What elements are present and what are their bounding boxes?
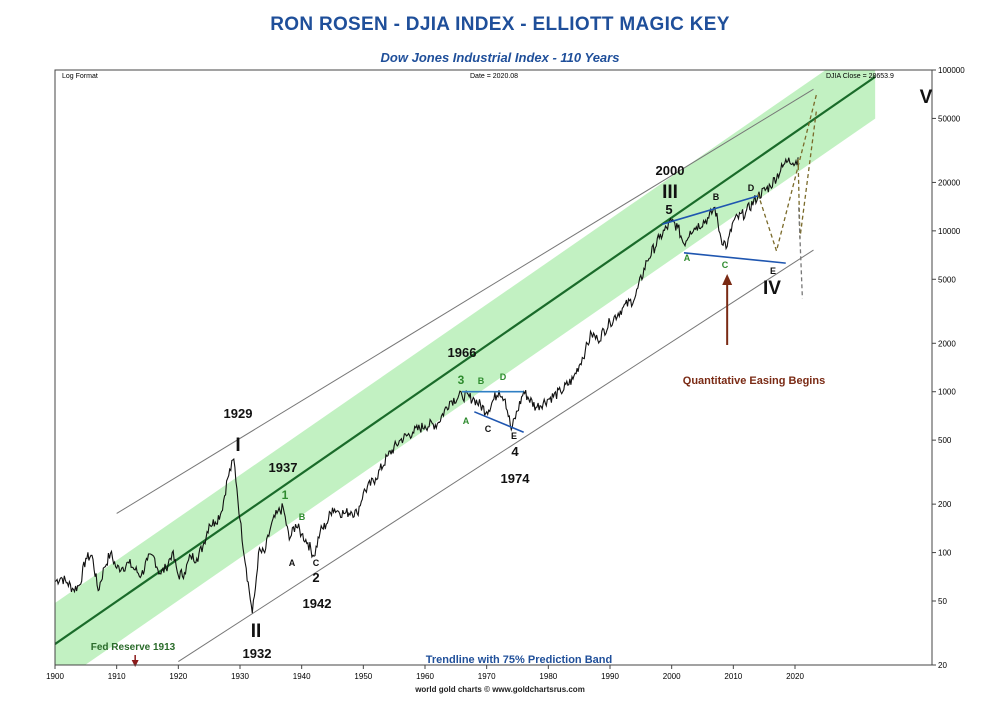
wave-d-1973: D [500, 372, 507, 382]
wave-connector-1 [474, 411, 524, 433]
wave-b-2007: B [713, 192, 720, 202]
wave-connector-2 [662, 195, 759, 225]
label-1942: 1942 [303, 596, 332, 611]
label-1932: 1932 [243, 646, 272, 661]
wave-2: 2 [312, 570, 319, 585]
y-tick-label-1000: 1000 [938, 388, 956, 397]
qe-label: Quantitative Easing Begins [683, 375, 825, 387]
header-center: Date = 2020.08 [470, 73, 518, 80]
wave-a-1938: A [289, 558, 296, 568]
x-tick-label-2020: 2020 [786, 672, 804, 681]
x-tick-label-2000: 2000 [663, 672, 681, 681]
y-tick-label-50: 50 [938, 597, 947, 606]
wave-4: 4 [511, 444, 519, 459]
wave-b-1969: B [478, 376, 485, 386]
wave-e-2016: E [770, 266, 776, 276]
wave-connector-3 [683, 252, 786, 264]
fed-label: Fed Reserve 1913 [91, 642, 176, 653]
chart-title: RON ROSEN - DJIA INDEX - ELLIOTT MAGIC K… [270, 14, 730, 35]
wave-III: III [662, 182, 678, 203]
x-tick-label-1990: 1990 [601, 672, 619, 681]
wave-e-1974: E [511, 431, 517, 441]
wave-c-1942: C [313, 558, 320, 568]
wave-IV: IV [763, 278, 781, 299]
y-tick-label-200: 200 [938, 500, 952, 509]
x-tick-label-1940: 1940 [293, 672, 311, 681]
projection-path-0 [757, 93, 818, 254]
x-tick-label-1970: 1970 [478, 672, 496, 681]
qe-arrow-head [722, 274, 733, 285]
y-tick-label-100: 100 [938, 549, 952, 558]
label-1966: 1966 [448, 345, 477, 360]
y-tick-label-100000: 100000 [938, 66, 965, 75]
x-tick-label-1920: 1920 [169, 672, 187, 681]
wave-a-2002: A [684, 253, 691, 263]
credit-label: world gold charts © www.goldchartsrus.co… [414, 685, 585, 694]
header-left: Log Format [62, 73, 98, 80]
x-tick-label-2010: 2010 [724, 672, 742, 681]
fed-arrow-head [131, 660, 139, 667]
y-tick-label-500: 500 [938, 436, 952, 445]
wave-I: I [235, 435, 240, 456]
wave-a-1968: A [463, 416, 470, 426]
chart-subtitle: Dow Jones Industrial Index - 110 Years [380, 50, 620, 65]
wave-c-1971: C [485, 424, 492, 434]
plot-frame [54, 69, 933, 666]
channel-line-1 [178, 249, 814, 663]
wave-3: 3 [458, 373, 465, 387]
x-tick-label-1910: 1910 [108, 672, 126, 681]
x-tick-label-1930: 1930 [231, 672, 249, 681]
label-2000: 2000 [656, 163, 685, 178]
y-tick-label-10000: 10000 [938, 227, 961, 236]
header-right: DJIA Close = 28653.9 [826, 73, 894, 80]
y-tick-label-50000: 50000 [938, 114, 961, 123]
y-tick-label-20000: 20000 [938, 178, 961, 187]
wave-c-2009: C [722, 260, 729, 270]
projection-path-2 [798, 207, 804, 299]
x-tick-label-1960: 1960 [416, 672, 434, 681]
wave-5: 5 [665, 202, 672, 217]
label-1929: 1929 [224, 406, 253, 421]
x-tick-label-1900: 1900 [46, 672, 64, 681]
x-tick-label-1950: 1950 [354, 672, 372, 681]
wave-1: 1 [282, 488, 289, 502]
wave-b-1939: B [299, 512, 306, 522]
band-label: Trendline with 75% Prediction Band [426, 654, 612, 666]
wave-V: V [920, 87, 933, 108]
djia-price-line [55, 157, 799, 614]
wave-d-2013: D [748, 183, 755, 193]
label-1974: 1974 [501, 471, 531, 486]
y-tick-label-5000: 5000 [938, 275, 956, 284]
trendline [55, 75, 876, 645]
wave-II: II [251, 621, 262, 642]
x-tick-label-1980: 1980 [539, 672, 557, 681]
y-tick-label-2000: 2000 [938, 339, 956, 348]
label-1937: 1937 [269, 460, 298, 475]
channel-line-0 [116, 88, 814, 514]
y-tick-label-20: 20 [938, 661, 947, 670]
